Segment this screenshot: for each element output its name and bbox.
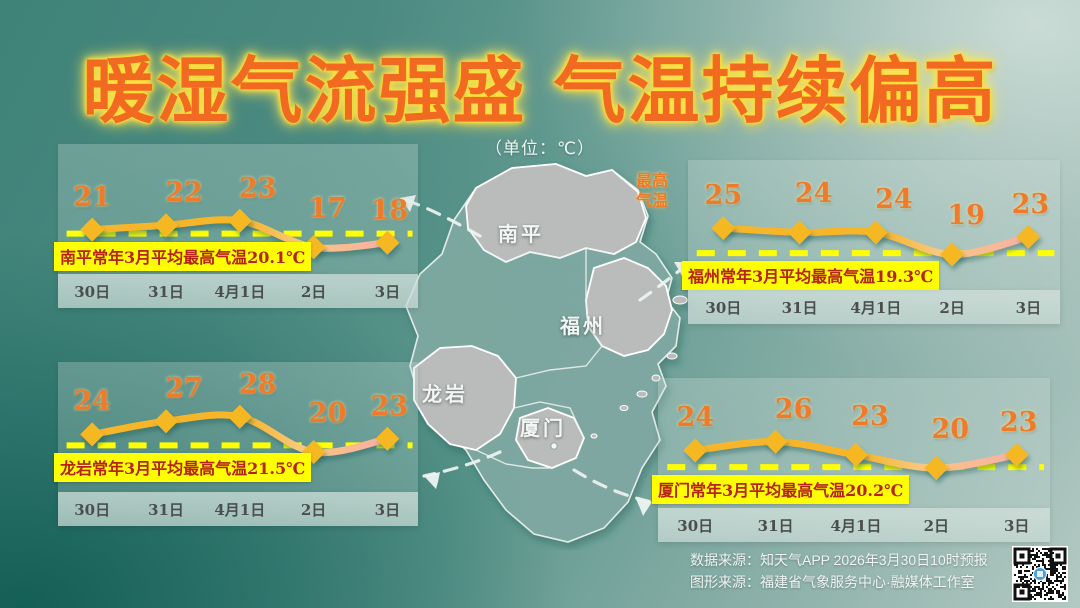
- footer-data-source: 数据来源：知天气APP 2026年3月30日10时预报: [690, 552, 988, 568]
- series-svg: [696, 216, 1055, 267]
- axis-tick-label: 30日: [74, 283, 111, 301]
- data-point-marker: [301, 235, 326, 260]
- axis-tick-label: 2日: [923, 517, 950, 535]
- data-point-marker: [843, 442, 868, 467]
- qr-code-icon[interactable]: [1012, 546, 1068, 602]
- series-svg: [667, 429, 1044, 480]
- data-value-label: 23: [239, 172, 277, 204]
- map-region-xiamen: [515, 407, 585, 469]
- axis-tick-label: 2日: [300, 283, 327, 301]
- average-temperature-label: 厦门常年3月平均最高气温20.2℃: [652, 475, 910, 505]
- data-value-label: 26: [774, 393, 813, 425]
- data-point-marker: [80, 217, 105, 242]
- data-point-marker: [227, 404, 252, 429]
- average-temperature-label: 福州常年3月平均最高气温19.3℃: [682, 261, 940, 291]
- data-value-label: 20: [931, 414, 970, 445]
- average-temperature-label: 龙岩常年3月平均最高气温21.5℃: [54, 453, 312, 483]
- axis-tick-label: 30日: [74, 501, 111, 519]
- data-point-marker: [863, 220, 888, 245]
- data-point-marker: [940, 242, 965, 267]
- axis-tick-label: 2日: [939, 299, 965, 317]
- axis-tick-label: 30日: [677, 517, 714, 535]
- data-value-label: 18: [370, 194, 409, 226]
- map-region-longyan: [413, 345, 517, 451]
- data-point-marker: [787, 220, 812, 245]
- data-point-marker: [1004, 442, 1029, 467]
- data-value-label: 28: [239, 368, 277, 400]
- data-point-marker: [1016, 224, 1041, 249]
- axis-longyan: 30日 31日 4月1日 2日 3日: [58, 492, 418, 526]
- series-svg: [66, 404, 413, 464]
- qr-code-svg: [1012, 546, 1068, 602]
- data-value-label: 23: [999, 406, 1038, 438]
- data-value-label: 23: [851, 400, 889, 432]
- average-temperature-label: 南平常年3月平均最高气温20.1℃: [54, 241, 312, 271]
- map-label-xiamen: 厦门: [520, 418, 566, 440]
- data-value-label: 24: [875, 184, 913, 216]
- chart-panel-fuzhou: 25 24 24 19 23 福州常年3月平均最高气温19.3℃ 30日 31日 4月1日 2日…: [682, 160, 1060, 324]
- data-point-marker: [711, 216, 736, 240]
- map-label-longyan: 龙岩: [422, 384, 468, 406]
- axis-tick-label: 31日: [781, 299, 818, 317]
- max-temperature-annotation: 最高 气温: [636, 172, 706, 212]
- axis-tick-label: 30日: [705, 299, 742, 317]
- max-temp-note-line2: 气温: [636, 193, 669, 210]
- axis-fuzhou: 30日 31日 4月1日 2日 3日: [688, 290, 1060, 324]
- data-point-marker: [80, 422, 105, 447]
- max-temp-note-line1: 最高: [636, 173, 669, 190]
- map-region-nanping: [465, 163, 647, 263]
- data-point-marker: [375, 230, 400, 255]
- data-point-marker: [924, 456, 949, 480]
- map-label-fuzhou: 福州: [560, 316, 606, 338]
- axis-tick-label: 3日: [374, 501, 401, 519]
- footer-credits: 数据来源：知天气APP 2026年3月30日10时预报 图形来源：福建省气象服务…: [690, 550, 1000, 593]
- footer-graphic-source: 图形来源：福建省气象服务中心·融媒体工作室: [690, 573, 975, 590]
- plot-area-longyan: 24 27 28 20 23 龙岩常年3月平均最高气温21.5℃: [54, 362, 418, 492]
- data-value-label: 23: [1011, 188, 1050, 220]
- plot-area-nanping: 21 22 23 17 18 南平常年3月平均最高气温20.1℃: [54, 144, 418, 274]
- map-svg: [405, 163, 688, 543]
- axis-tick-label: 4月1日: [214, 501, 266, 519]
- axis-tick-label: 3日: [374, 283, 401, 301]
- axis-xiamen: 30日 31日 4月1日 2日 3日: [658, 508, 1050, 542]
- axis-tick-label: 3日: [1003, 517, 1030, 535]
- data-point-marker: [154, 409, 178, 434]
- unit-note: （单位：℃）: [484, 139, 596, 158]
- data-value-label: 24: [73, 386, 111, 418]
- axis-tick-label: 2日: [300, 501, 327, 519]
- data-value-label: 24: [794, 178, 833, 210]
- axis-tick-label: 4月1日: [830, 517, 882, 535]
- axis-tick-label: 31日: [148, 283, 184, 301]
- chart-panel-nanping: 21 22 23 17 18 南平常年3月平均最高气温20.1℃ 30日 31日 4月1日 2日…: [54, 144, 418, 308]
- series-svg: [66, 208, 413, 260]
- axis-tick-label: 31日: [148, 501, 184, 519]
- map-label-nanping: 南平: [498, 224, 544, 246]
- axis-nanping: 30日 31日 4月1日 2日 3日: [58, 274, 418, 308]
- data-point-marker: [683, 438, 708, 463]
- fujian-map: 南平 福州 龙岩 厦门: [380, 150, 710, 550]
- chart-panel-longyan: 24 27 28 20 23 龙岩常年3月平均最高气温21.5℃ 30日 31日 4月1日 2日…: [54, 362, 418, 526]
- data-point-marker: [154, 213, 178, 238]
- data-point-marker: [227, 208, 252, 233]
- data-point-marker: [375, 426, 400, 451]
- data-value-label: 19: [947, 200, 985, 232]
- data-value-label: 24: [676, 402, 715, 434]
- data-value-label: 27: [165, 373, 203, 405]
- data-value-label: 22: [165, 177, 203, 209]
- data-point-marker: [763, 429, 788, 454]
- axis-tick-label: 4月1日: [214, 283, 266, 301]
- data-value-label: 20: [308, 398, 347, 429]
- page-title: 暖湿气流强盛 气温持续偏高: [82, 49, 998, 133]
- data-value-label: 21: [73, 181, 111, 213]
- axis-tick-label: 4月1日: [850, 299, 902, 317]
- data-value-label: 17: [308, 193, 347, 225]
- axis-tick-label: 3日: [1015, 299, 1042, 317]
- axis-tick-label: 31日: [757, 517, 794, 535]
- data-value-label: 23: [370, 390, 409, 422]
- plot-area-xiamen: 24 26 23 20 23 厦门常年3月平均最高气温20.2℃: [652, 378, 1050, 508]
- data-value-label: 25: [704, 180, 743, 211]
- plot-area-fuzhou: 25 24 24 19 23 福州常年3月平均最高气温19.3℃: [682, 160, 1060, 291]
- chart-panel-xiamen: 24 26 23 20 23 厦门常年3月平均最高气温20.2℃ 30日 31日 4月1日 2日…: [652, 378, 1050, 542]
